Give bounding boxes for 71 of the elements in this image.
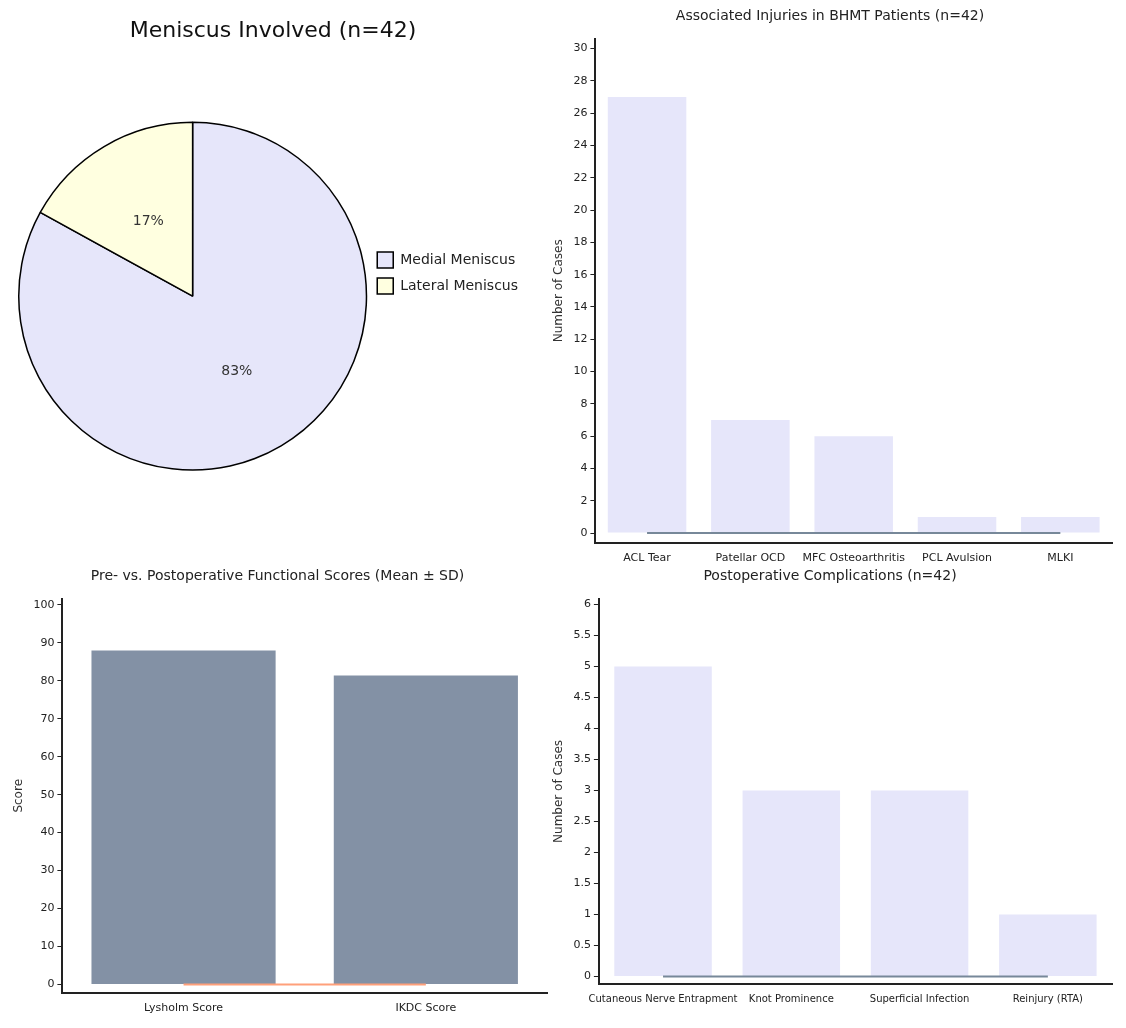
bar bbox=[607, 96, 687, 533]
y-tick-label: 50 bbox=[40, 787, 55, 801]
y-tick-label: 2.5 bbox=[573, 814, 591, 828]
y-tick-label: 0 bbox=[580, 525, 588, 539]
y-tick-label: 18 bbox=[573, 235, 588, 249]
x-tick-label: Reinjury (RTA) bbox=[1012, 992, 1084, 1004]
y-tick-label: 40 bbox=[40, 825, 55, 839]
legend-label: Medial Meniscus bbox=[400, 250, 516, 267]
x-tick-label: MFC Osteoarthritis bbox=[802, 551, 906, 565]
y-tick-label: 20 bbox=[573, 202, 588, 216]
y-tick-label: 5.5 bbox=[573, 628, 591, 642]
y-tick-label: 4 bbox=[583, 721, 591, 735]
y-tick-label: 80 bbox=[40, 673, 55, 687]
y-tick-label: 28 bbox=[573, 73, 588, 87]
y-tick-label: 10 bbox=[573, 364, 588, 378]
y-tick-label: 0.5 bbox=[573, 938, 591, 952]
y-tick-label: 20 bbox=[40, 901, 55, 915]
bar bbox=[999, 914, 1097, 977]
y-tick-label: 1 bbox=[583, 907, 591, 921]
bar bbox=[814, 436, 893, 533]
y-tick-label: 70 bbox=[40, 711, 55, 725]
y-tick-label: 60 bbox=[40, 749, 55, 763]
y-tick-label: 5 bbox=[583, 659, 591, 673]
chart-title: Postoperative Complications (n=42) bbox=[703, 567, 957, 584]
bar bbox=[711, 420, 790, 533]
y-tick-label: 4 bbox=[580, 461, 588, 475]
y-tick-label: 2 bbox=[583, 845, 591, 859]
bar bbox=[870, 790, 969, 977]
chart-title: Meniscus Involved (n=42) bbox=[129, 16, 417, 42]
legend-label: Lateral Meniscus bbox=[400, 276, 519, 293]
y-tick-label: 16 bbox=[573, 267, 588, 281]
y-tick-label: 24 bbox=[573, 138, 588, 152]
x-tick-label: Patellar OCD bbox=[715, 551, 786, 565]
x-tick-label: Superficial Infection bbox=[869, 992, 970, 1004]
y-axis-title: Number of Cases bbox=[551, 739, 566, 843]
y-tick-label: 10 bbox=[40, 939, 55, 953]
y-tick-label: 6 bbox=[583, 597, 591, 611]
y-tick-label: 30 bbox=[573, 41, 588, 55]
data-label: 17% bbox=[132, 212, 164, 229]
y-tick-label: 3.5 bbox=[573, 752, 591, 766]
x-tick-label: ACL Tear bbox=[623, 551, 672, 565]
y-tick-label: 8 bbox=[580, 396, 588, 410]
y-tick-label: 4.5 bbox=[573, 690, 591, 704]
x-tick-label: Knot Prominence bbox=[748, 992, 834, 1004]
bar bbox=[917, 516, 997, 533]
bar bbox=[742, 790, 841, 977]
x-tick-label: Cutaneous Nerve Entrapment bbox=[588, 992, 738, 1004]
y-tick-label: 3 bbox=[583, 783, 591, 797]
data-label: 83% bbox=[221, 361, 253, 378]
x-tick-label: PCL Avulsion bbox=[922, 551, 992, 565]
x-tick-label: MLKI bbox=[1047, 551, 1074, 565]
y-tick-label: 2 bbox=[580, 493, 588, 507]
y-tick-label: 26 bbox=[573, 105, 588, 119]
y-axis-title: Score bbox=[11, 779, 26, 813]
chart-title: Associated Injuries in BHMT Patients (n=42) bbox=[675, 7, 985, 24]
y-tick-label: 0 bbox=[583, 969, 591, 983]
chart-title: Pre- vs. Postoperative Functional Scores (Mean ± SD) bbox=[90, 567, 465, 584]
y-tick-label: 22 bbox=[573, 170, 588, 184]
y-tick-label: 6 bbox=[580, 429, 588, 443]
bar bbox=[614, 666, 712, 977]
y-tick-label: 90 bbox=[40, 635, 55, 649]
x-tick-label: Lysholm Score bbox=[143, 1001, 224, 1015]
y-tick-label: 100 bbox=[33, 597, 55, 611]
y-tick-label: 0 bbox=[47, 977, 55, 991]
y-tick-label: 30 bbox=[40, 863, 55, 877]
y-tick-label: 1.5 bbox=[573, 876, 591, 890]
bar bbox=[1021, 516, 1100, 533]
y-axis-title: Number of Cases bbox=[551, 239, 566, 343]
x-tick-label: IKDC Score bbox=[395, 1001, 457, 1015]
y-tick-label: 12 bbox=[573, 332, 588, 346]
y-tick-label: 14 bbox=[573, 299, 588, 313]
